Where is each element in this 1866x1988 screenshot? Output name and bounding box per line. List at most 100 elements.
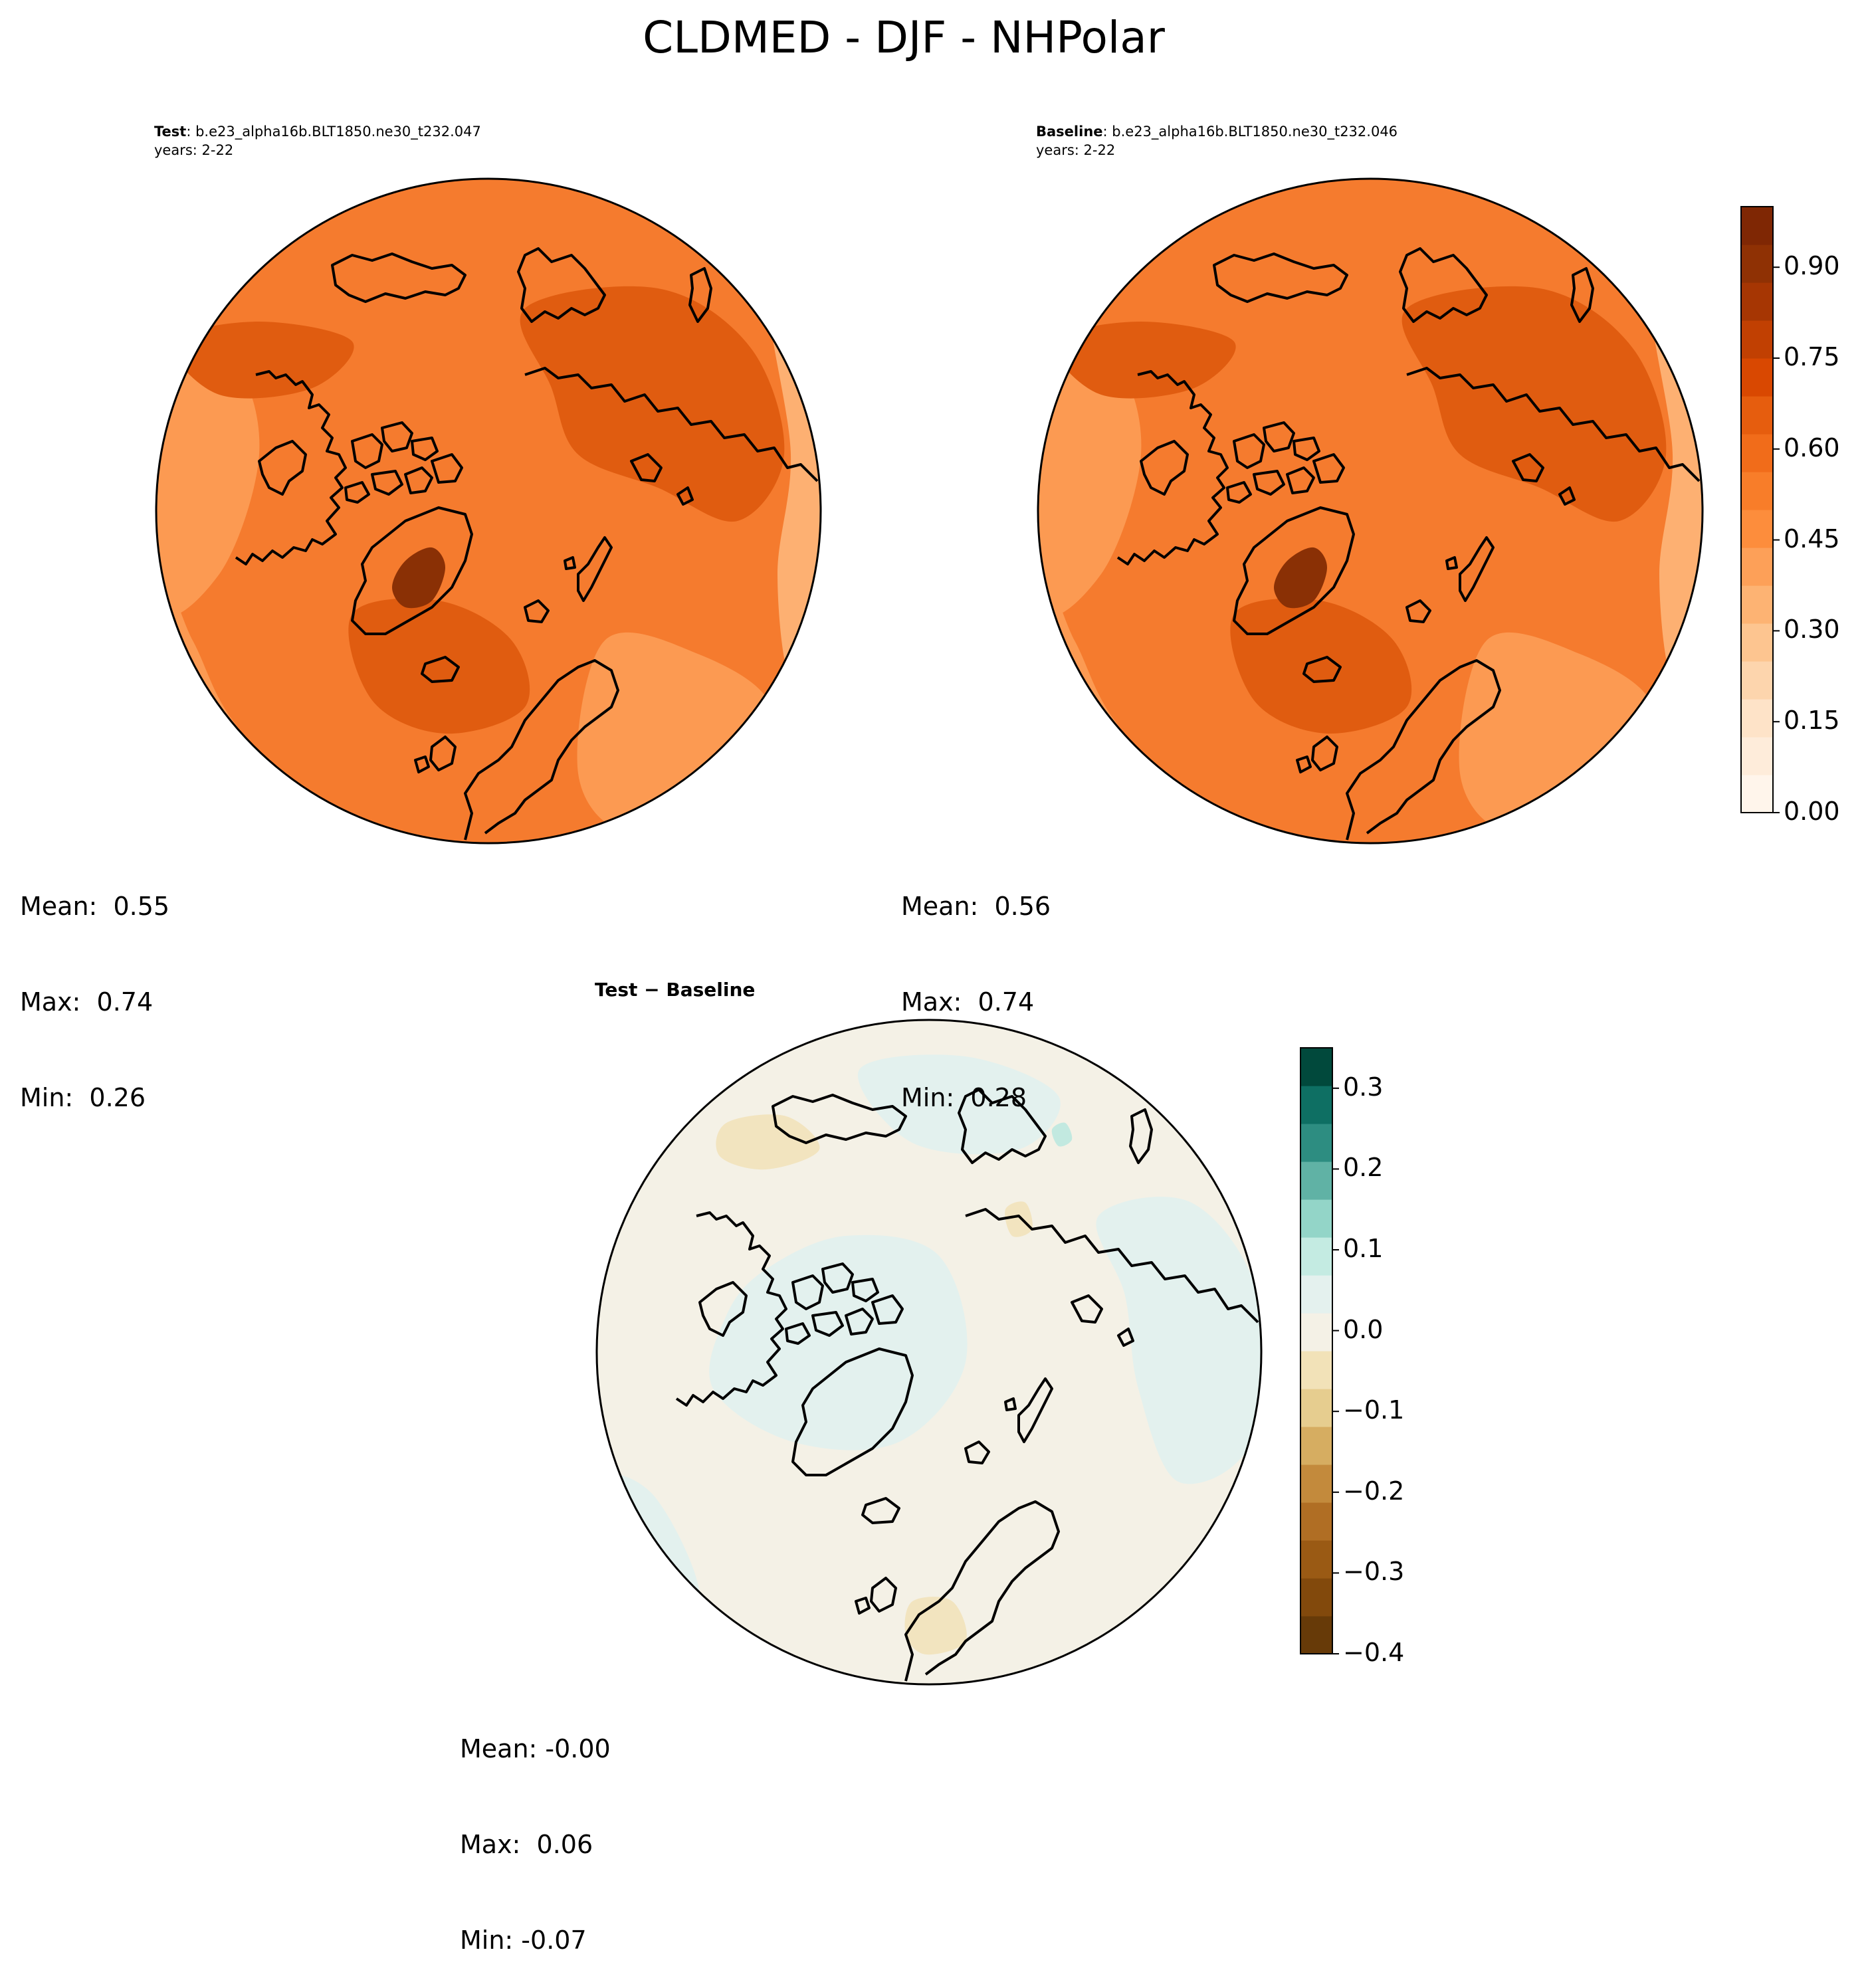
field-max-greenland — [1274, 547, 1327, 609]
test-label: Test — [154, 124, 187, 140]
colorbar-tick-label: −0.2 — [1343, 1476, 1405, 1506]
coastlines — [1116, 247, 1701, 841]
colorbar-frame — [1300, 1047, 1333, 1654]
diff-min: Min: -0.07 — [460, 1926, 587, 1955]
colorbar-gradient — [1740, 206, 1780, 813]
coastline-0 — [675, 1211, 787, 1407]
diff-max: Max: 0.06 — [460, 1830, 593, 1859]
colorbar-segment — [1300, 1427, 1332, 1465]
coastline-18 — [958, 1088, 1047, 1164]
colorbar-tick-label: 0.75 — [1784, 342, 1840, 371]
coastline-5 — [845, 1308, 874, 1336]
field-pos-peak — [1051, 1122, 1073, 1147]
coastline-4 — [811, 1311, 844, 1337]
coastline-19 — [331, 252, 466, 303]
colorbar-segment — [1300, 1275, 1332, 1314]
coastline-1 — [791, 1274, 824, 1310]
coastline-3 — [411, 437, 439, 461]
colorbar-segment — [1741, 434, 1773, 472]
coastline-13 — [1459, 536, 1495, 602]
baseline-stats: Mean: 0.56 Max: 0.74 Min: 0.28 — [901, 827, 1051, 1145]
colorbar-segment — [1741, 320, 1773, 359]
coastline-12 — [564, 556, 576, 570]
coastline-3 — [1293, 437, 1320, 461]
baseline-max: Max: 0.74 — [901, 987, 1035, 1017]
field-neg-alaska — [716, 1114, 820, 1170]
colorbar-segment — [1300, 1199, 1332, 1238]
coastline-16 — [1296, 755, 1312, 773]
colorbar-tick-label: 0.3 — [1343, 1072, 1384, 1102]
colorbar-segment — [1300, 1086, 1332, 1124]
test-mean: Mean: 0.55 — [20, 892, 170, 921]
coastline-7 — [431, 453, 463, 484]
coastline-1 — [351, 433, 383, 469]
test-stats: Mean: 0.55 Max: 0.74 Min: 0.26 — [20, 827, 169, 1145]
coastline-20 — [688, 267, 712, 323]
coastline-1 — [1233, 433, 1265, 469]
map-field — [1038, 179, 1703, 843]
coastline-9 — [258, 440, 307, 496]
coastline-10 — [421, 656, 460, 683]
coastline-9 — [698, 1281, 748, 1337]
colorbar-gradient — [1300, 1047, 1339, 1654]
coastline-21 — [1512, 453, 1544, 482]
map-boundary — [1037, 177, 1704, 845]
colorbar-tick-label: 0.00 — [1784, 797, 1840, 826]
coastline-11 — [964, 1441, 990, 1464]
coastline-2 — [821, 1262, 854, 1294]
coastline-8 — [1233, 506, 1355, 635]
field-pos-n — [857, 1054, 1061, 1155]
diff-map — [595, 1019, 1263, 1686]
diff-stats: Mean: -0.00 Max: 0.06 Min: -0.07 — [460, 1669, 611, 1988]
map-boundary — [155, 177, 822, 845]
coastline-20 — [1129, 1108, 1153, 1164]
colorbar-segment — [1300, 1578, 1332, 1617]
colorbar-segment — [1741, 396, 1773, 435]
coastline-9 — [1140, 440, 1189, 496]
colorbar-tick-label: 0.30 — [1784, 615, 1840, 645]
coastline-8 — [351, 506, 473, 635]
coastline-17 — [524, 367, 819, 482]
colorbar-tick-label: 0.0 — [1343, 1314, 1384, 1344]
colorbar-tick-label: 0.2 — [1343, 1153, 1384, 1183]
coastline-11 — [524, 599, 550, 623]
coastline-14 — [904, 1500, 1060, 1682]
colorbar-segment — [1741, 737, 1773, 775]
baseline-panel-subtitle: Baseline: b.e23_alpha16b.BLT1850.ne30_t2… — [1036, 122, 1398, 159]
colorbar-segment — [1300, 1464, 1332, 1503]
coastline-7 — [1312, 453, 1345, 484]
field-neg-europe — [904, 1597, 967, 1655]
test-map — [155, 177, 822, 845]
coastline-0 — [235, 370, 347, 565]
colorbar-tick-label: 0.45 — [1784, 524, 1840, 553]
coastline-20 — [1570, 267, 1594, 323]
main-colorbar: 0.00 0.15 0.30 0.45 0.60 0.75 0.90 — [1740, 206, 1866, 826]
figure-title: CLDMED - DJF - NHPolar — [643, 12, 1165, 63]
coastline-4 — [1253, 470, 1285, 496]
colorbar-segment — [1741, 623, 1773, 662]
map-field — [597, 1020, 1261, 1684]
diff-mean: Mean: -0.00 — [460, 1734, 611, 1763]
colorbar-segment — [1300, 1540, 1332, 1579]
coastline-14 — [464, 659, 619, 841]
colorbar-segment — [1741, 699, 1773, 738]
coastline-10 — [1302, 656, 1342, 683]
coastlines — [235, 247, 819, 841]
field-dark-nw — [1053, 322, 1236, 399]
colorbar-segment — [1300, 1616, 1332, 1654]
colorbar-segment — [1741, 775, 1773, 813]
colorbar-tick-label: 0.1 — [1343, 1234, 1384, 1263]
coastline-18 — [1399, 247, 1488, 323]
colorbar-segment — [1300, 1351, 1332, 1389]
coastline-5 — [404, 466, 433, 494]
field-max-greenland — [392, 547, 445, 609]
coastline-15 — [870, 1577, 897, 1613]
coastline-2 — [1263, 421, 1295, 452]
coastline-8 — [791, 1347, 914, 1476]
baseline-case-name: : b.e23_alpha16b.BLT1850.ne30_t232.046 — [1102, 124, 1398, 140]
diff-panel-title: Test − Baseline — [595, 979, 756, 1001]
colorbar-segment — [1300, 1389, 1332, 1427]
coastline-13 — [577, 536, 613, 602]
colorbar-segment — [1741, 510, 1773, 548]
coastline-22 — [676, 486, 694, 506]
